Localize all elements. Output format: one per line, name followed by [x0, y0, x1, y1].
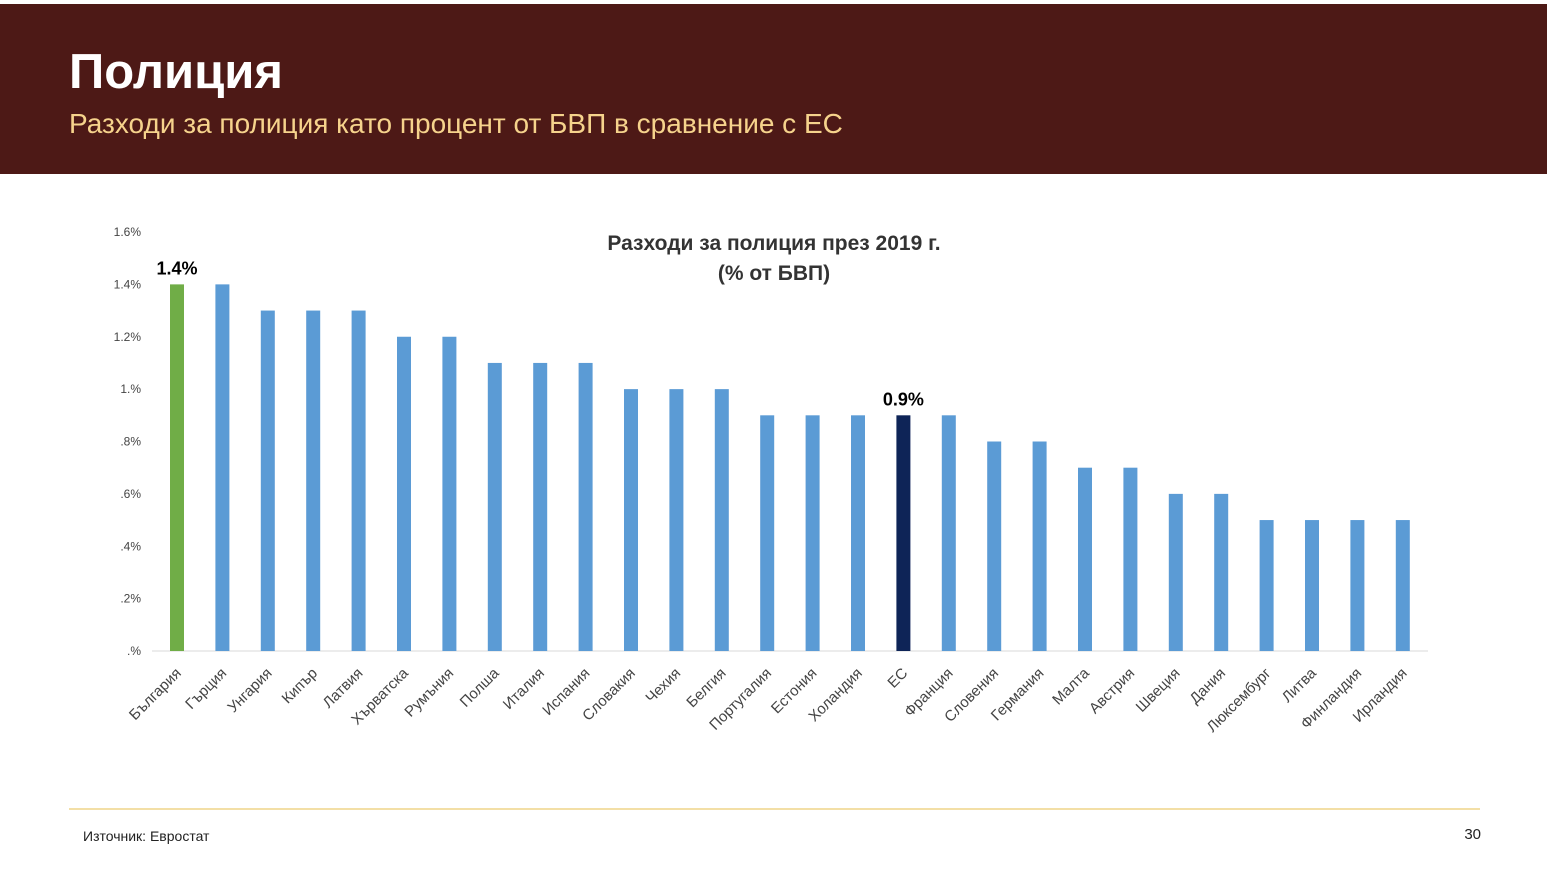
- x-tick-label: Полша: [457, 664, 503, 710]
- bar: [170, 284, 184, 651]
- bar: [533, 362, 548, 651]
- bar: [487, 362, 502, 651]
- x-tick-label: Кипър: [279, 665, 321, 707]
- y-tick-label: 1.%: [120, 382, 141, 396]
- bar: [306, 310, 321, 651]
- x-tick-label: Унгария: [224, 665, 275, 716]
- x-tick-label: Гърция: [182, 665, 230, 713]
- bars-group: [170, 284, 1410, 651]
- bar: [215, 284, 230, 651]
- y-tick-label: 1.4%: [114, 277, 142, 291]
- x-tick-label: Румъния: [401, 665, 457, 721]
- y-tick-label: .6%: [120, 487, 141, 501]
- y-tick-label: 1.6%: [114, 225, 142, 239]
- x-tick-label: Чехия: [642, 665, 684, 707]
- x-tick-label: Австрия: [1086, 665, 1138, 717]
- bar: [1032, 441, 1047, 651]
- x-tick-label: България: [126, 665, 185, 724]
- page-number: 30: [1464, 826, 1481, 843]
- top-strip: [0, 0, 1547, 4]
- y-axis-ticks: .% .2% .4% .6% .8% 1.% 1.2% 1.4% 1.6%: [114, 225, 142, 658]
- x-tick-label: Литва: [1279, 664, 1321, 706]
- bar: [624, 389, 638, 651]
- x-tick-label: Дания: [1186, 665, 1229, 708]
- y-tick-label: 1.2%: [114, 330, 142, 344]
- y-tick-label: .2%: [120, 592, 141, 606]
- slide-title: Полиция: [69, 45, 284, 99]
- bar: [1259, 520, 1274, 651]
- bar: [987, 441, 1002, 651]
- police-spending-bar-chart: Разходи за полиция през 2019 г. (% от БВ…: [114, 225, 1428, 736]
- bar: [669, 389, 684, 651]
- bar: [578, 362, 593, 651]
- bar: [260, 310, 275, 651]
- x-tick-label: ЕС: [884, 665, 911, 692]
- bar: [714, 389, 729, 651]
- data-labels-group: 1.4% 0.9%: [156, 258, 923, 409]
- bar: [1123, 467, 1138, 651]
- slide-header: Полиция Разходи за полиция като процент …: [0, 4, 1547, 174]
- bar: [941, 415, 956, 651]
- footer-divider: [69, 808, 1480, 810]
- bar: [851, 415, 865, 651]
- chart-title-line1: Разходи за полиция през 2019 г.: [607, 232, 940, 255]
- slide-subtitle: Разходи за полиция като процент от БВП в…: [69, 108, 843, 139]
- bar: [805, 415, 820, 651]
- bar: [1168, 493, 1183, 651]
- bar: [1305, 520, 1319, 651]
- bar: [1395, 520, 1410, 651]
- y-tick-label: .%: [127, 644, 141, 658]
- bar: [896, 415, 911, 651]
- x-tick-label: Малта: [1049, 664, 1093, 708]
- bar: [760, 415, 775, 651]
- data-label: 0.9%: [883, 389, 924, 409]
- bar: [397, 336, 411, 651]
- bar: [1078, 467, 1092, 651]
- bar: [442, 336, 457, 651]
- data-label: 1.4%: [156, 258, 197, 278]
- y-tick-label: .4%: [120, 539, 141, 553]
- bar: [1214, 493, 1229, 651]
- bar: [351, 310, 366, 651]
- chart-title-line2: (% от БВП): [718, 262, 830, 285]
- bar: [1350, 520, 1365, 651]
- source-note: Източник: Евростат: [83, 828, 210, 844]
- y-tick-label: .8%: [120, 435, 141, 449]
- x-tick-label: Швеция: [1133, 665, 1184, 716]
